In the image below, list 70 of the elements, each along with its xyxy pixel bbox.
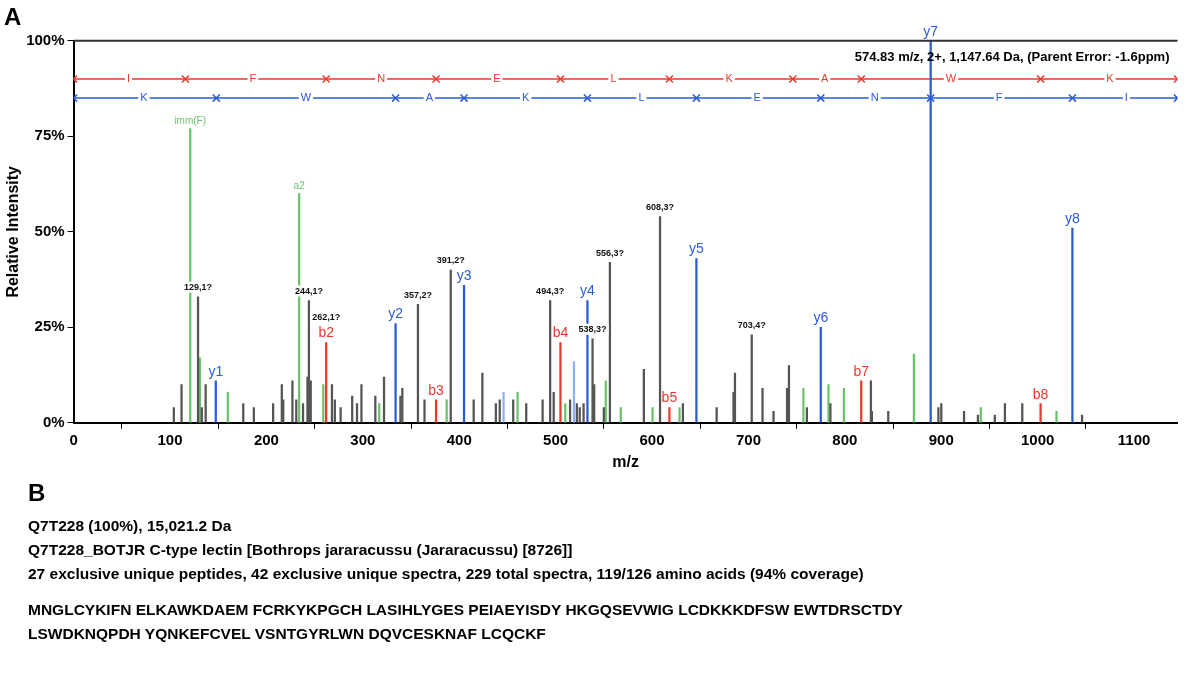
- y-tick-label: 100%: [26, 30, 65, 48]
- annotation: 608,3?: [646, 202, 675, 212]
- data-label: y8: [1065, 209, 1081, 226]
- x-tick-label: 800: [832, 430, 858, 448]
- annotation: 703,4?: [737, 320, 766, 331]
- data-label: y5: [689, 240, 704, 257]
- data-label: b3: [428, 381, 445, 398]
- annotation: 262,1?: [312, 312, 341, 323]
- annotation: 391,2?: [436, 255, 465, 266]
- annotation: I: [126, 72, 131, 85]
- annotation: 357,2?: [403, 289, 432, 300]
- chart-title: A: [4, 3, 22, 31]
- x-tick-label: 400: [446, 430, 472, 448]
- data-label: b7: [853, 362, 870, 379]
- annotation: 244,1?: [294, 286, 323, 297]
- annotation: A: [820, 72, 829, 85]
- data-label: b4: [552, 324, 569, 341]
- annotation: 556,3?: [595, 247, 624, 258]
- data-label: y6: [813, 309, 829, 326]
- annotation: K: [1106, 72, 1115, 85]
- text: Q7T228_BOTJR C-type lectin [Bothrops jararacussu (Jararacussu) [8726]]: [28, 540, 574, 560]
- data-label: b8: [1032, 385, 1049, 402]
- y-tick-label: 75%: [34, 126, 65, 144]
- x-tick-label: 200: [253, 430, 279, 448]
- text: Q7T228 (100%), 15,021.2 Da: [28, 516, 233, 536]
- annotation: E: [493, 72, 501, 85]
- annotation: 494,3?: [536, 286, 565, 297]
- annotation: 129,1?: [184, 282, 213, 293]
- x-tick-label: 300: [350, 430, 376, 448]
- x-tick-label: 100: [157, 430, 183, 448]
- annotation: I: [1124, 91, 1128, 104]
- x-tick-label: 600: [639, 430, 665, 448]
- x-axis-title: m/z: [612, 452, 639, 470]
- annotation: F: [249, 72, 257, 85]
- y-tick-label: 0%: [42, 412, 65, 430]
- annotation: L: [610, 72, 617, 85]
- data-label: b2: [318, 324, 335, 341]
- x-tick-label: 1100: [1117, 430, 1151, 448]
- annotation: E: [753, 91, 761, 104]
- text: MNGLCYKIFN ELKAWKDAEM FCRKYKPGCH LASIHLYGES PEIAEYISDY HKGQSEVWIG LCDKKKDFSW EWTDRSCTDY: [28, 600, 904, 620]
- y-tick-label: 25%: [34, 317, 65, 335]
- annotation: W: [300, 91, 312, 104]
- annotation: K: [140, 91, 149, 104]
- annotation: L: [638, 91, 645, 104]
- annotation: F: [995, 91, 1003, 104]
- data-label: y3: [456, 267, 472, 284]
- annotation: N: [377, 72, 386, 85]
- data-label: y7: [923, 22, 939, 39]
- text: 27 exclusive unique peptides, 42 exclusive unique spectra, 229 total spectra, 119/126 amino acids (94% coverage): [28, 564, 865, 584]
- x-tick-label: 0: [69, 430, 78, 448]
- y-axis-title: Relative Intensity: [4, 165, 22, 298]
- data-label: b5: [661, 389, 678, 406]
- annotation: 538,3?: [578, 324, 607, 335]
- x-tick-label: 700: [735, 430, 761, 448]
- annotation: K: [522, 91, 531, 104]
- annotation: A: [425, 91, 434, 104]
- annotation: W: [945, 72, 957, 85]
- data-label: a2: [293, 180, 306, 192]
- data-label: imm(F): [174, 115, 207, 127]
- annotation: K: [725, 72, 734, 85]
- text: B: [28, 478, 47, 508]
- text: LSWDKNQPDH YQNKEFCVEL VSNTGYRLWN DQVCESKNAF LCQCKF: [28, 624, 547, 644]
- x-tick-label: 500: [543, 430, 569, 448]
- data-label: y1: [208, 362, 224, 379]
- data-label: y4: [580, 282, 596, 299]
- data-label: y2: [388, 305, 404, 322]
- annotation: N: [870, 91, 879, 104]
- y-tick-label: 50%: [34, 221, 65, 239]
- x-tick-label: 1000: [1021, 430, 1055, 448]
- x-tick-label: 900: [928, 430, 954, 448]
